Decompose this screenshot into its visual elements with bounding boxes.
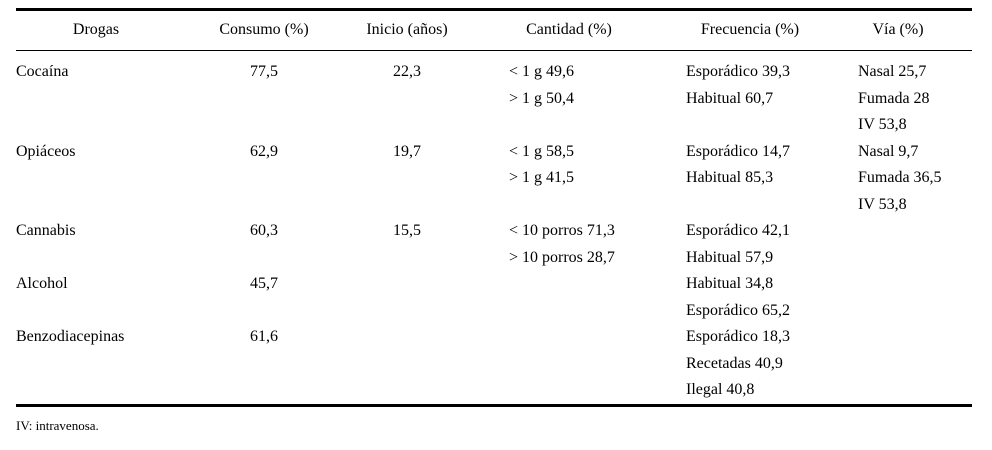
via-line: IV 53,8 — [858, 116, 907, 133]
cell-drug: Alcohol — [16, 271, 176, 324]
drug-name: Alcohol — [16, 275, 68, 292]
via-line: Fumada 28 — [858, 89, 930, 107]
consumo-value: 45,7 — [250, 275, 278, 292]
footnote: IV: intravenosa. — [16, 417, 99, 433]
cantidad-line: < 1 g 58,5 — [509, 142, 575, 160]
inicio-value: 19,7 — [393, 142, 421, 160]
cell-cantidad: < 1 g 49,6 > 1 g 50,4 — [462, 51, 676, 139]
cell-inicio: 22,3 — [352, 51, 462, 139]
frecuencia-line: Ilegal 40,8 — [686, 381, 755, 398]
cell-consumo: 77,5 — [176, 51, 352, 139]
consumo-value: 77,5 — [250, 63, 278, 80]
cell-inicio — [352, 324, 462, 405]
cell-via — [824, 271, 972, 324]
cell-inicio — [352, 271, 462, 324]
cell-frecuencia: Esporádico 42,1 Habitual 57,9 — [676, 218, 824, 271]
cell-via: Nasal 9,7 Fumada 36,5 IV 53,8 — [824, 139, 972, 219]
cell-via — [824, 324, 972, 405]
table-row-benzodiacepinas: Benzodiacepinas 61,6 Esporádico 18,3 Rec… — [16, 324, 972, 405]
frecuencia-line: Esporádico 18,3 — [686, 328, 790, 345]
inicio-value: 22,3 — [393, 63, 421, 80]
column-header-via: Vía (%) — [824, 9, 972, 51]
frecuencia-line: Habitual 60,7 — [686, 89, 774, 107]
drug-name: Opiáceos — [16, 142, 76, 160]
consumo-value: 62,9 — [250, 142, 278, 160]
scanned-paper-table-page: Drogas Consumo (%) Inicio (años) Cantida… — [0, 8, 992, 450]
table-row-cannabis: Cannabis 60,3 15,5 < 10 porros 71,3 > 10… — [16, 218, 972, 271]
frecuencia-line: Habitual 57,9 — [686, 248, 774, 266]
cell-inicio: 15,5 — [352, 218, 462, 271]
cell-drug: Benzodiacepinas — [16, 324, 176, 405]
cell-inicio: 19,7 — [352, 139, 462, 219]
via-line: IV 53,8 — [858, 195, 907, 213]
frecuencia-line: Recetadas 40,9 — [686, 354, 783, 372]
cell-cantidad — [462, 324, 676, 405]
table-header: Drogas Consumo (%) Inicio (años) Cantida… — [16, 9, 972, 51]
cell-frecuencia: Esporádico 14,7 Habitual 85,3 — [676, 139, 824, 219]
inicio-value: 15,5 — [393, 222, 421, 239]
drug-name: Cannabis — [16, 222, 76, 239]
frecuencia-line: Esporádico 42,1 — [686, 222, 790, 239]
frecuencia-line: Habitual 34,8 — [686, 275, 774, 292]
frecuencia-line: Esporádico 65,2 — [686, 301, 790, 319]
frecuencia-line: Esporádico 39,3 — [686, 63, 790, 80]
cell-cantidad: < 1 g 58,5 > 1 g 41,5 — [462, 139, 676, 219]
cantidad-line: < 10 porros 71,3 — [509, 222, 615, 239]
via-line: Nasal 25,7 — [858, 63, 927, 80]
header-row: Drogas Consumo (%) Inicio (años) Cantida… — [16, 9, 972, 51]
cell-consumo: 62,9 — [176, 139, 352, 219]
column-header-consumo: Consumo (%) — [176, 9, 352, 51]
via-line: Fumada 36,5 — [858, 169, 942, 186]
cantidad-line: > 1 g 50,4 — [509, 89, 575, 107]
cell-via — [824, 218, 972, 271]
table-row-alcohol: Alcohol 45,7 Habitual 34,8 Esporádico 65… — [16, 271, 972, 324]
drug-name: Cocaína — [16, 63, 69, 80]
cell-frecuencia: Esporádico 18,3 Recetadas 40,9 Ilegal 40… — [676, 324, 824, 405]
column-header-inicio: Inicio (años) — [352, 9, 462, 51]
frecuencia-line: Habitual 85,3 — [686, 169, 774, 186]
cell-drug: Opiáceos — [16, 139, 176, 219]
cell-via: Nasal 25,7 Fumada 28 IV 53,8 — [824, 51, 972, 139]
drug-consumption-table: Drogas Consumo (%) Inicio (años) Cantida… — [16, 8, 972, 407]
cell-frecuencia: Esporádico 39,3 Habitual 60,7 — [676, 51, 824, 139]
cell-drug: Cannabis — [16, 218, 176, 271]
column-header-cantidad: Cantidad (%) — [462, 9, 676, 51]
column-header-frecuencia: Frecuencia (%) — [676, 9, 824, 51]
consumo-value: 61,6 — [250, 328, 278, 345]
table-body: Cocaína 77,5 22,3 < 1 g 49,6 > 1 g 50,4 … — [16, 51, 972, 406]
column-header-drogas: Drogas — [16, 9, 176, 51]
cell-drug: Cocaína — [16, 51, 176, 139]
cell-cantidad — [462, 271, 676, 324]
cantidad-line: < 1 g 49,6 — [509, 63, 575, 80]
table-row-cocaina: Cocaína 77,5 22,3 < 1 g 49,6 > 1 g 50,4 … — [16, 51, 972, 139]
table-row-opiaceos: Opiáceos 62,9 19,7 < 1 g 58,5 > 1 g 41,5… — [16, 139, 972, 219]
cell-frecuencia: Habitual 34,8 Esporádico 65,2 — [676, 271, 824, 324]
cell-consumo: 45,7 — [176, 271, 352, 324]
consumo-value: 60,3 — [250, 222, 278, 239]
cantidad-line: > 10 porros 28,7 — [509, 248, 615, 266]
cell-cantidad: < 10 porros 71,3 > 10 porros 28,7 — [462, 218, 676, 271]
drug-name: Benzodiacepinas — [16, 328, 125, 345]
frecuencia-line: Esporádico 14,7 — [686, 142, 790, 160]
cell-consumo: 60,3 — [176, 218, 352, 271]
via-line: Nasal 9,7 — [858, 142, 919, 160]
cantidad-line: > 1 g 41,5 — [509, 169, 575, 186]
cell-consumo: 61,6 — [176, 324, 352, 405]
